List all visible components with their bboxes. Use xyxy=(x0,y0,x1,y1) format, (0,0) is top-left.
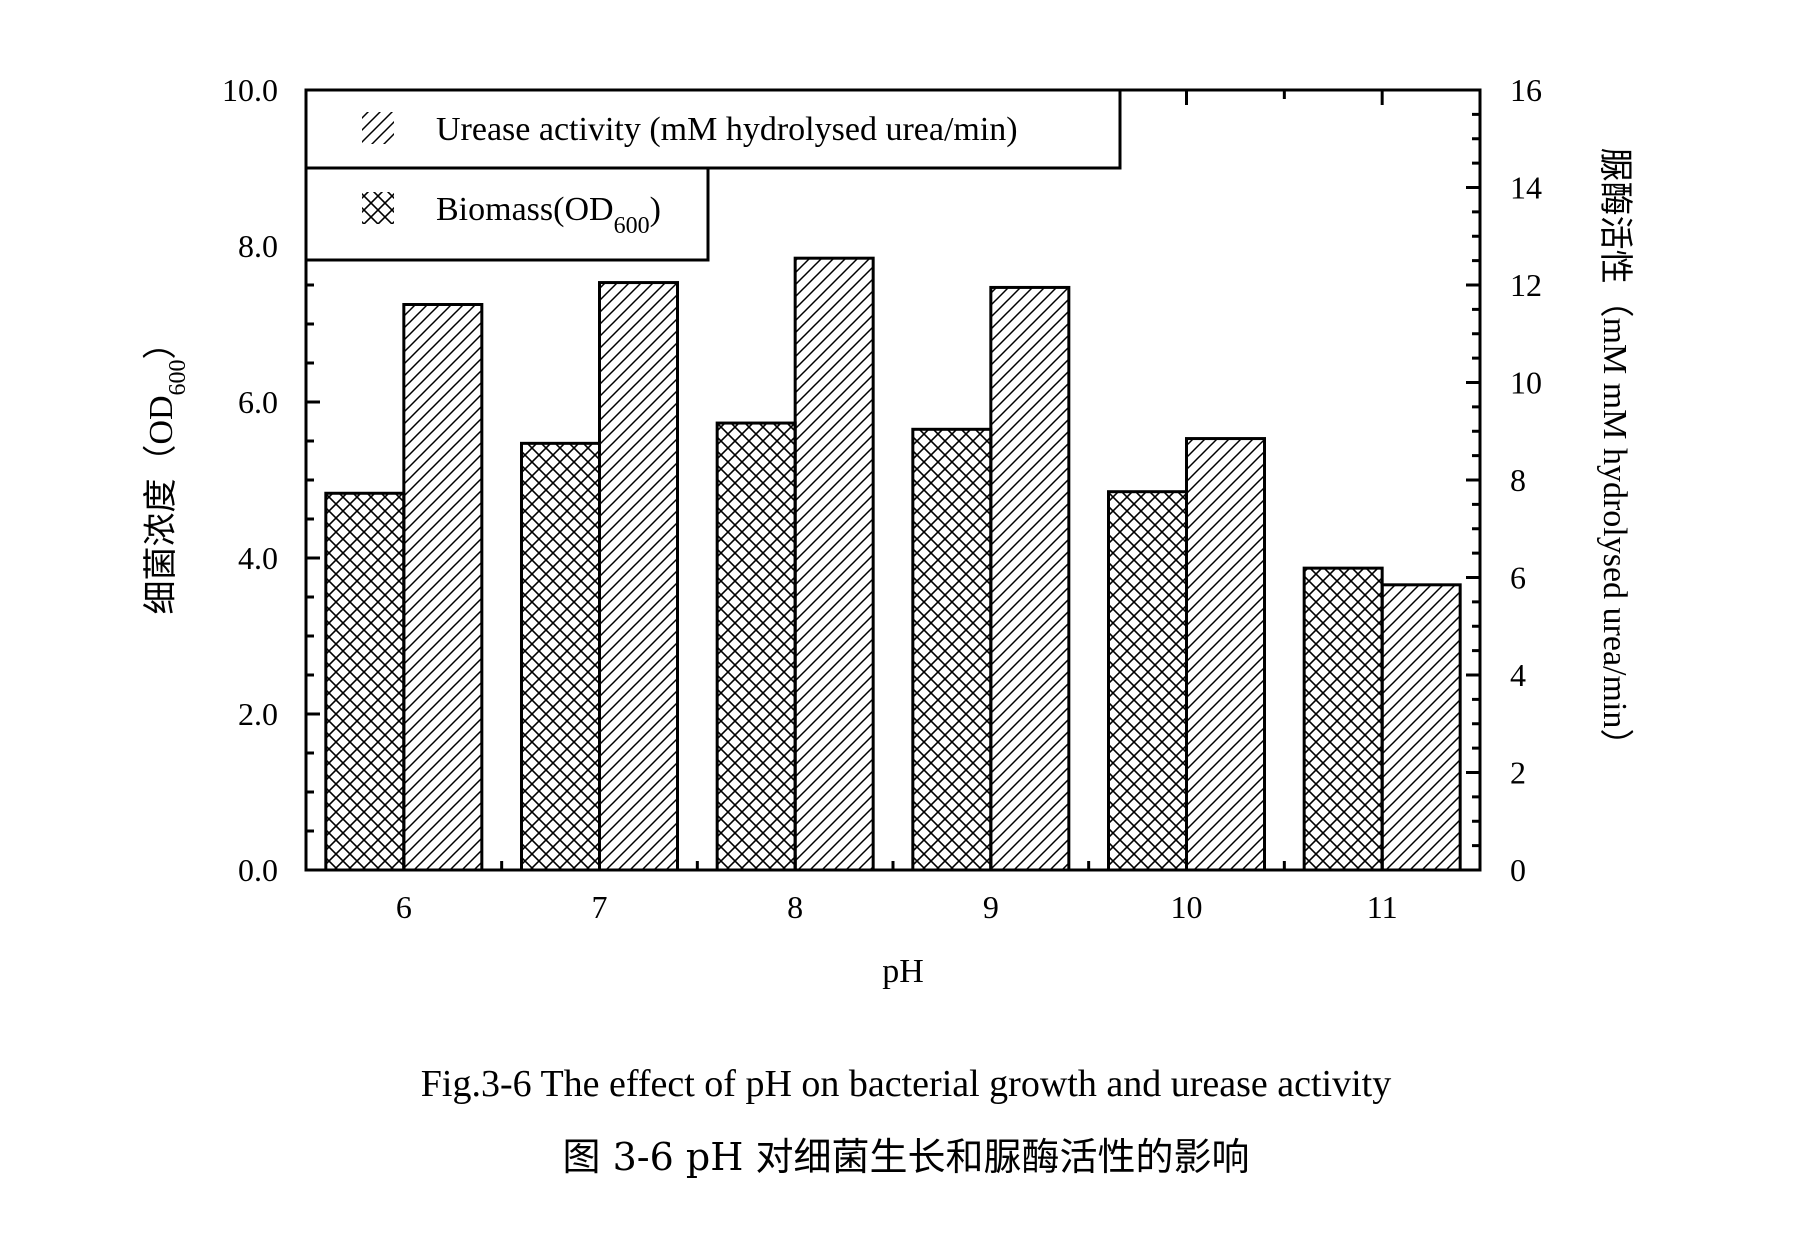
biomass-bar-ph-7 xyxy=(520,441,601,872)
right-axis-title: 脲酶活性（mM mM hydrolysed urea/min） xyxy=(1596,148,1634,763)
x-axis-tick-label: 9 xyxy=(983,889,999,925)
left-axis-title-end: ） xyxy=(142,325,180,359)
legend-swatch-diagonal xyxy=(362,112,394,144)
right-axis-tick-label: 14 xyxy=(1510,170,1542,206)
left-axis-tick-label: 2.0 xyxy=(238,696,278,732)
legend-label-subscript: 600 xyxy=(614,213,650,239)
left-axis-tick-label: 0.0 xyxy=(238,852,278,888)
right-axis-tick-label: 10 xyxy=(1510,365,1542,401)
x-axis-title: pH xyxy=(882,953,924,990)
urease-bar-ph-10 xyxy=(1185,437,1266,872)
biomass-bar-ph-6 xyxy=(324,491,406,872)
left-axis-tick-label: 10.0 xyxy=(222,72,278,108)
right-axis-tick-label: 8 xyxy=(1510,462,1526,498)
urease-bar-ph-6 xyxy=(402,303,484,872)
legend: Urease activity (mM hydrolysed urea/min)… xyxy=(304,88,1122,262)
urease-bar-ph-7 xyxy=(598,281,679,872)
right-axis-tick-label: 12 xyxy=(1510,267,1542,303)
urease-bar-ph-11 xyxy=(1380,583,1462,872)
left-axis-tick-label: 4.0 xyxy=(238,540,278,576)
legend-label: Biomass(OD600) xyxy=(436,191,661,239)
left-axis-title: 细菌浓度（OD600） xyxy=(142,325,191,614)
urease-bar-ph-9 xyxy=(989,285,1071,872)
axes: 0.0 2.0 4.0 6.0 8.0 10.0 0 2 4 6 8 10 12 14 16 6 7 8 9 10 11… xyxy=(142,72,1634,990)
left-axis-title-subscript: 600 xyxy=(165,359,191,395)
x-axis-tick-label: 8 xyxy=(787,889,803,925)
x-axis-tick-label: 10 xyxy=(1171,889,1203,925)
figure-caption-english: Fig.3-6 The effect of pH on bacterial gr… xyxy=(420,1063,1392,1105)
right-axis-tick-label: 6 xyxy=(1510,560,1526,596)
right-axis-tick-label: 0 xyxy=(1510,852,1526,888)
biomass-bar-ph-9 xyxy=(911,427,993,872)
legend-label-end: ) xyxy=(650,191,661,228)
urease-bar-ph-8 xyxy=(793,256,875,872)
right-axis-tick-label: 4 xyxy=(1510,657,1526,693)
left-axis-title-main: 细菌浓度（OD xyxy=(142,395,180,614)
left-axis-tick-label: 8.0 xyxy=(238,228,278,264)
biomass-bar-ph-8 xyxy=(715,421,797,872)
legend-label-main: Biomass(OD xyxy=(436,191,614,228)
x-axis-tick-label: 11 xyxy=(1367,889,1398,925)
right-axis-tick-label: 2 xyxy=(1510,755,1526,791)
figure-caption-chinese: 图 3-6 pH 对细菌生长和脲酶活性的影响 xyxy=(562,1135,1250,1179)
legend-label-main: Urease activity (mM hydrolysed urea/min) xyxy=(436,111,1018,148)
x-axis-tick-label: 7 xyxy=(592,889,608,925)
legend-swatch-crosshatch xyxy=(362,192,394,224)
left-axis-tick-label: 6.0 xyxy=(238,384,278,420)
biomass-bar-ph-11 xyxy=(1302,566,1384,872)
bars xyxy=(324,256,1462,872)
x-axis-tick-label: 6 xyxy=(396,889,412,925)
legend-entry-box xyxy=(304,88,1122,170)
biomass-bar-ph-10 xyxy=(1107,490,1188,872)
right-axis-tick-label: 16 xyxy=(1510,72,1542,108)
legend-label: Urease activity (mM hydrolysed urea/min) xyxy=(436,111,1018,148)
